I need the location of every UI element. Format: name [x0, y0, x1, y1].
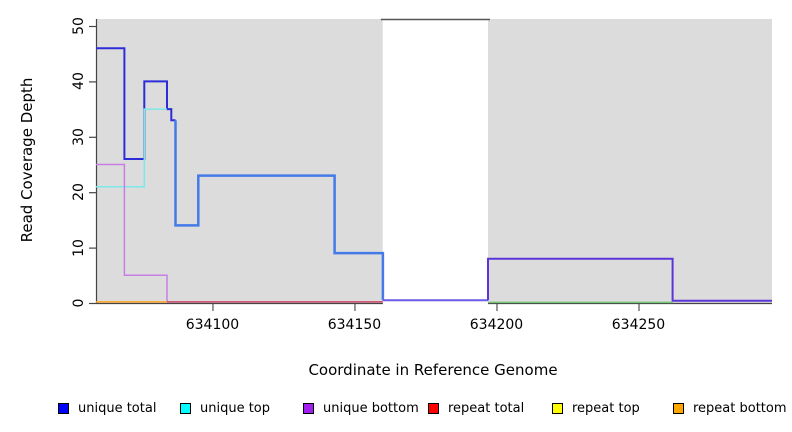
covered-region-left [96, 19, 383, 303]
series-unique-top [96, 108, 167, 188]
legend-label: repeat total [448, 400, 525, 416]
y-tick-label: 10 [71, 238, 87, 257]
legend-label: unique top [200, 400, 271, 416]
x-tick-label: 634200 [469, 317, 524, 333]
legend-swatch-icon [552, 402, 563, 414]
x-axis-title: Coordinate in Reference Genome [308, 361, 558, 379]
y-axis-title: Read Coverage Depth [18, 77, 36, 243]
series-unique-bottom-left [96, 163, 168, 302]
legend-item-repeat-bottom: repeat bottom [673, 400, 787, 416]
legend-swatch-icon [428, 402, 439, 414]
y-tick-label: 50 [71, 17, 87, 35]
legend-item-unique-bottom: unique bottom [303, 400, 419, 416]
legend-swatch-icon [58, 402, 69, 414]
legend-item-unique-total: unique total [58, 400, 156, 416]
legend-swatch-icon [303, 402, 314, 414]
series-unique-total-over-unique-top [174, 120, 385, 301]
y-tick-label: 40 [71, 72, 87, 91]
legend-label: repeat bottom [693, 400, 787, 416]
legend-label: unique bottom [323, 400, 419, 416]
legend-item-repeat-total: repeat total [428, 400, 524, 416]
legend-swatch-icon [673, 402, 684, 414]
y-tick-label: 30 [71, 127, 87, 146]
legend-item-unique-top: unique top [180, 400, 270, 416]
gap-region-overlay [382, 20, 488, 310]
x-tick-label: 634250 [611, 317, 666, 333]
covered-region-right [487, 19, 772, 303]
legend-label: unique total [78, 400, 157, 416]
series-unique-total-and-bottom-after-gap [487, 257, 772, 302]
series-unique-total-left [96, 47, 176, 160]
x-tick-label: 634100 [185, 317, 240, 333]
y-tick-label: 20 [71, 183, 87, 202]
legend-swatch-icon [180, 402, 191, 414]
legend-label: repeat top [572, 400, 640, 416]
x-tick-label: 634150 [327, 317, 382, 333]
legend-item-repeat-top: repeat top [552, 400, 640, 416]
y-tick-label: 0 [71, 298, 87, 308]
